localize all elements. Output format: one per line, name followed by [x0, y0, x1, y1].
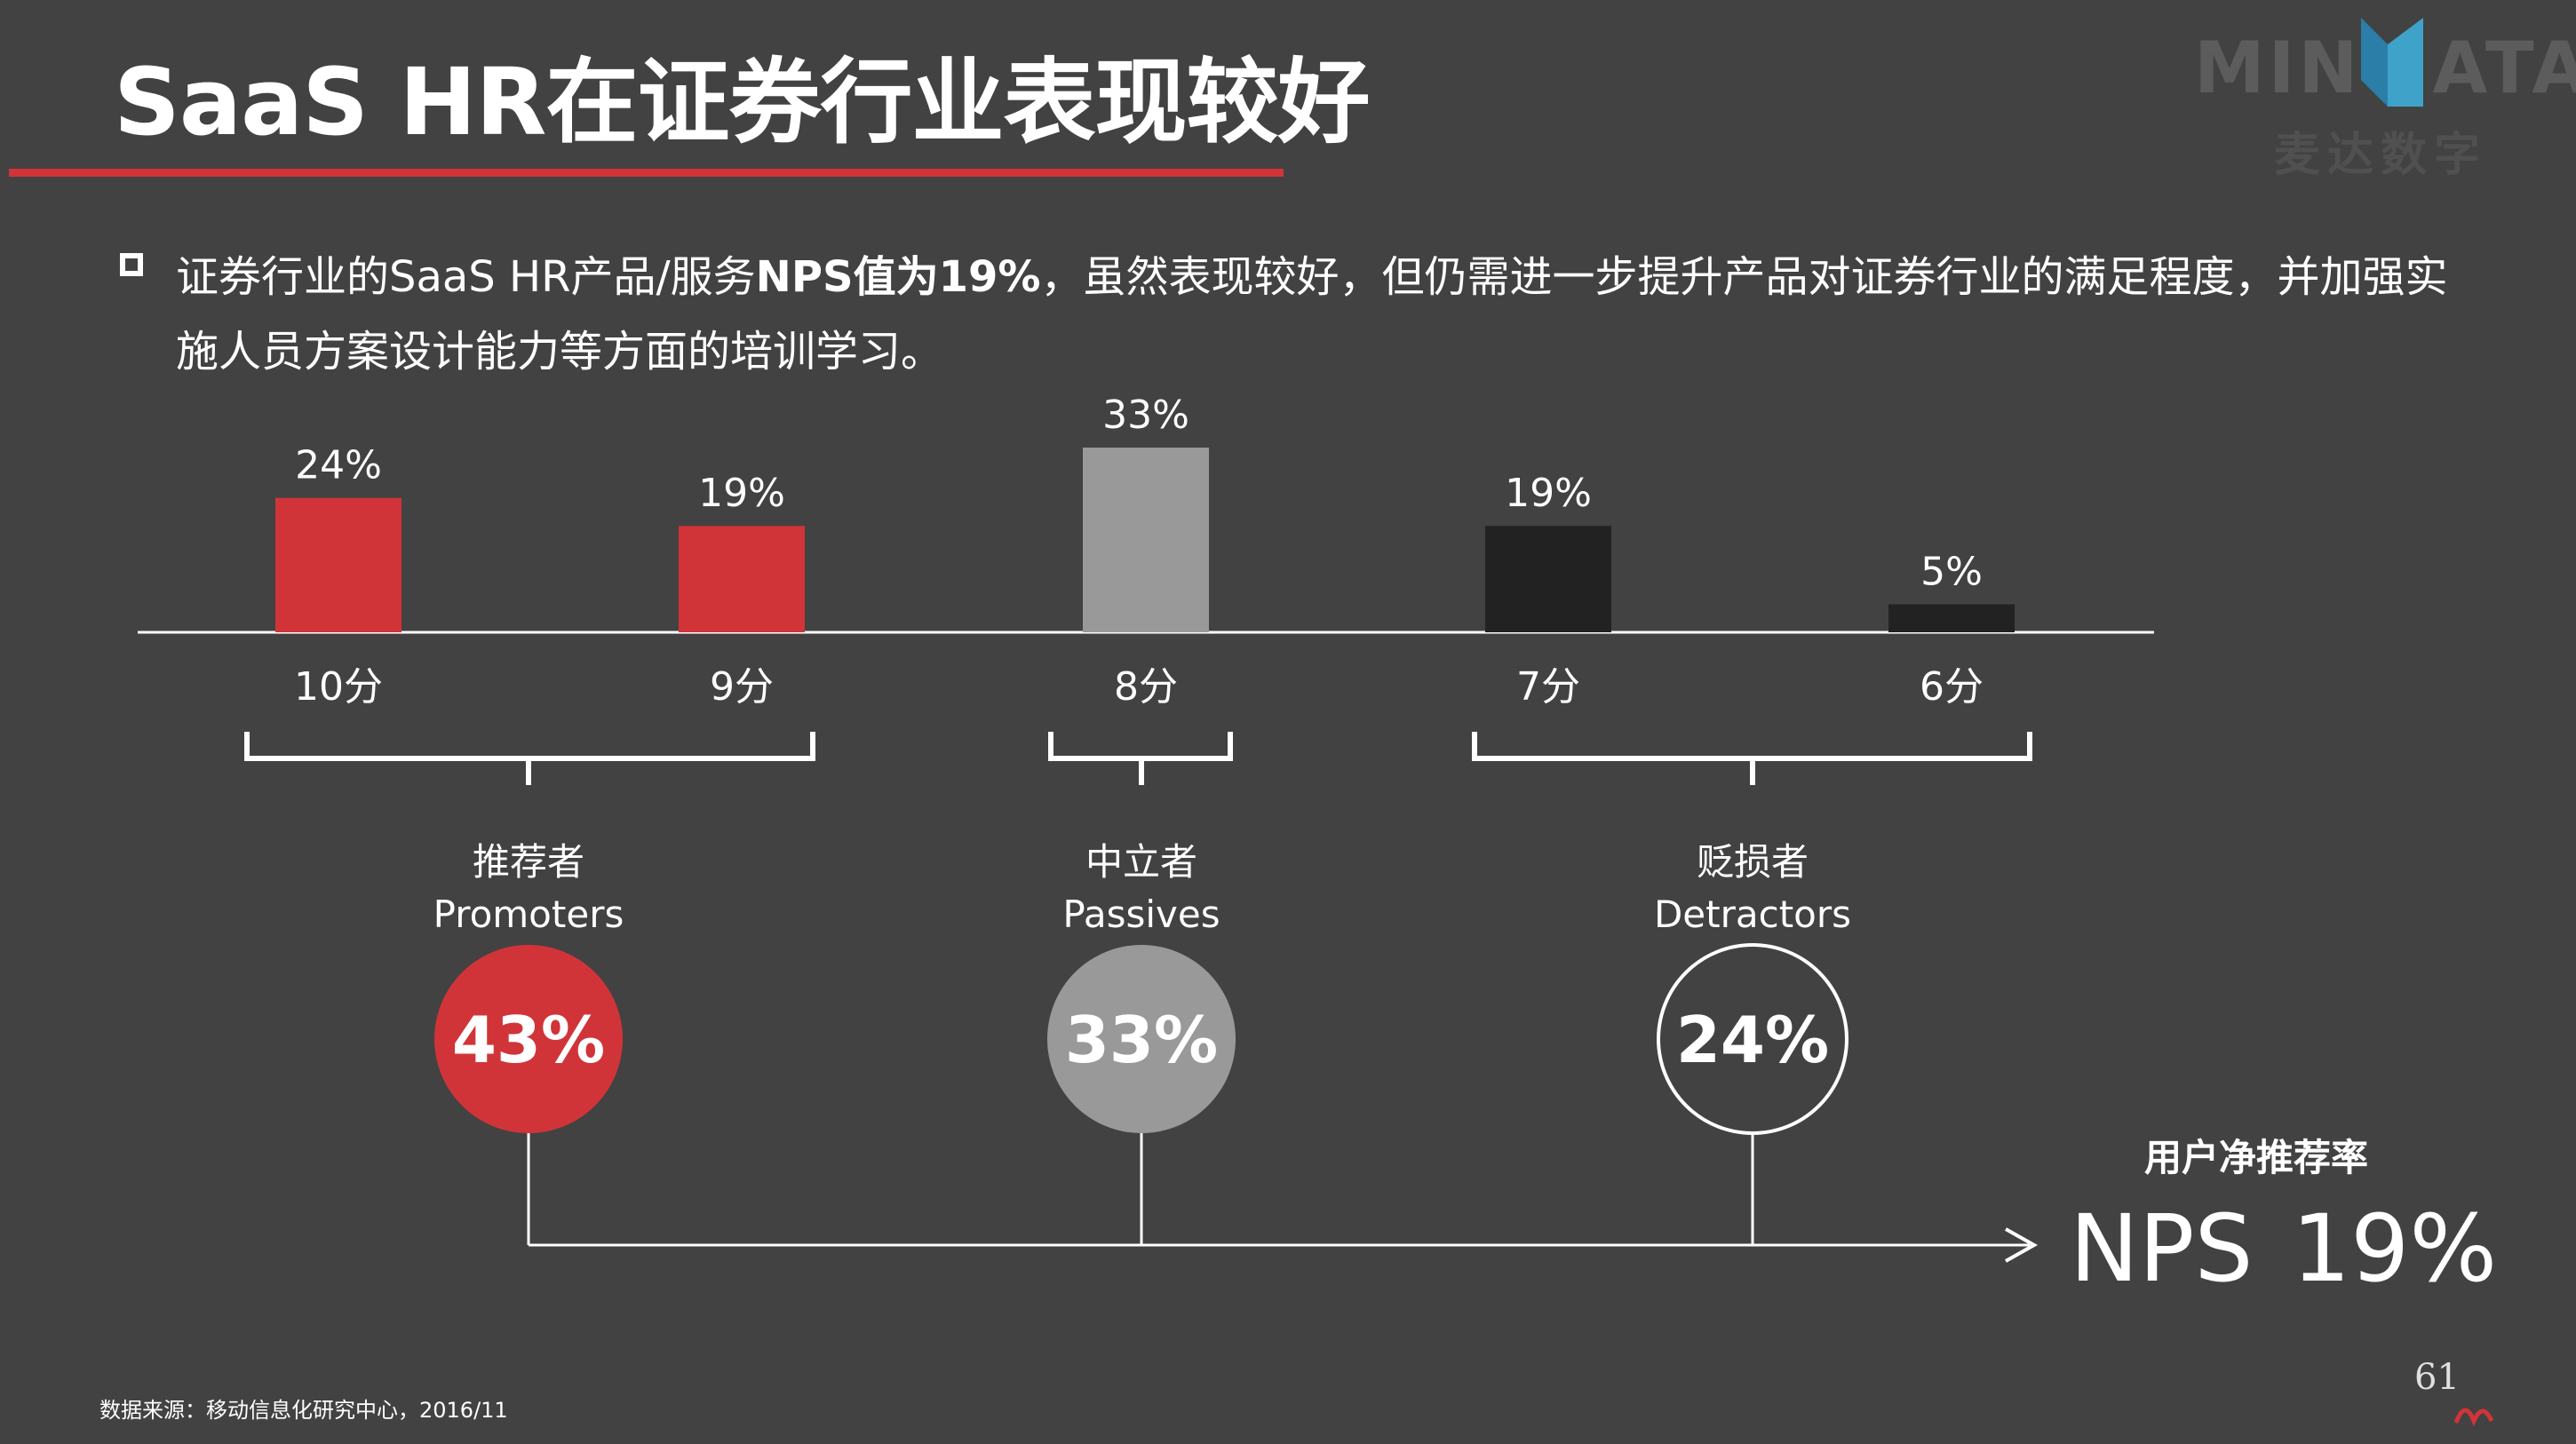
title-underline — [9, 169, 1284, 177]
logo-mark-icon — [2361, 18, 2423, 107]
logo-chinese-text: 麦达数字 — [2274, 129, 2488, 182]
group-circle-1 — [434, 945, 623, 1133]
data-source-note: 数据来源：移动信息化研究中心，2016/11 — [99, 1398, 508, 1423]
group-label-en-1: Promoters — [433, 893, 624, 936]
slide-title: SaaS HR在证券行业表现较好 — [114, 48, 1370, 156]
category-label-4: 7分 — [1516, 664, 1580, 710]
publisher-mark-icon — [2453, 1408, 2494, 1427]
category-label-1: 10分 — [294, 664, 383, 710]
group-value-label-3: 24% — [1676, 1003, 1829, 1077]
group-label-en-3: Detractors — [1654, 893, 1851, 936]
group-value-label-2: 33% — [1065, 1003, 1218, 1077]
bar-value-label-1: 24% — [295, 443, 382, 488]
bar-5 — [1888, 604, 2015, 632]
category-label-5: 6分 — [1920, 664, 1984, 710]
nps-prefix: NPS — [2070, 1194, 2254, 1303]
bar-1 — [275, 497, 402, 632]
group-value-label-1: 43% — [452, 1003, 605, 1077]
bar-3 — [1083, 448, 1209, 632]
bullet-text-line-2: 施人员方案设计能力等方面的培训学习。 — [176, 327, 944, 377]
bar-4 — [1485, 526, 1611, 632]
logo-wordmark: MIN ATA — [2194, 27, 2576, 109]
bullet-text-line-1: 证券行业的SaaS HR产品/服务NPS值为19%，虽然表现较好，但仍需进一步提… — [176, 252, 2448, 302]
nps-label-cn: 用户净推荐率 — [2144, 1136, 2368, 1179]
nps-value: 19% — [2292, 1194, 2497, 1303]
category-label-3: 8分 — [1114, 664, 1178, 710]
mindata-logo: MIN ATA 麦达数字 — [2185, 9, 2576, 182]
category-label-2: 9分 — [710, 664, 774, 710]
page-number: 61 — [2414, 1357, 2460, 1398]
group-brace-1 — [244, 732, 815, 785]
bar-value-label-2: 19% — [698, 471, 785, 516]
bar-value-label-4: 19% — [1505, 471, 1592, 516]
group-label-cn-3: 贬损者 — [1697, 840, 1809, 884]
group-label-en-2: Passives — [1062, 893, 1220, 936]
group-label-cn-1: 推荐者 — [473, 840, 584, 884]
bullet-square-icon — [120, 253, 143, 276]
bar-value-label-3: 33% — [1102, 393, 1189, 438]
group-label-cn-2: 中立者 — [1085, 840, 1197, 884]
bar-value-label-5: 5% — [1920, 549, 1983, 594]
group-brace-3 — [1472, 732, 2032, 785]
group-circle-2 — [1047, 945, 1236, 1133]
bar-2 — [679, 526, 805, 632]
group-brace-2 — [1048, 732, 1233, 785]
arrow-head-icon — [2005, 1227, 2039, 1263]
